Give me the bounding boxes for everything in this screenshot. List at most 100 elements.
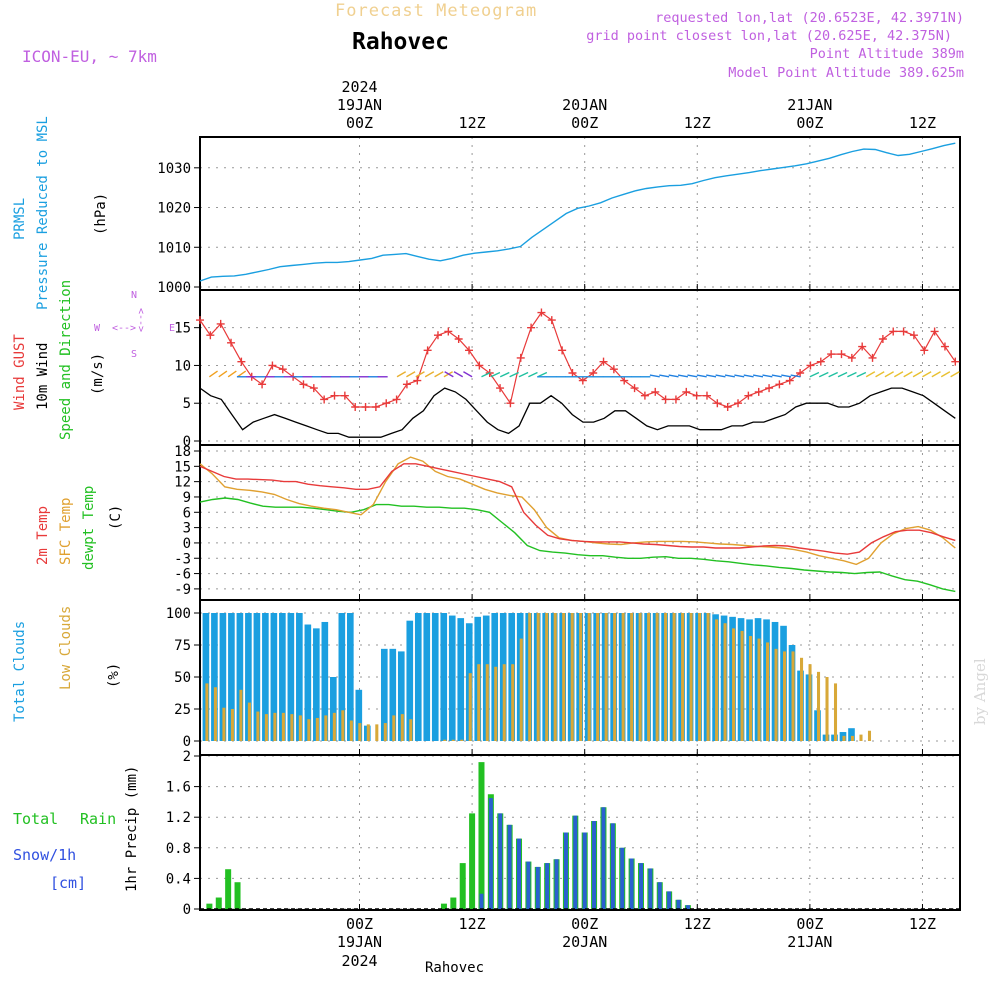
low-cloud-bar [655, 613, 659, 741]
compass-ew-arrow: <--> [112, 323, 136, 334]
gust-marker [713, 399, 722, 408]
wind-direction-arrow [208, 370, 218, 378]
gust-marker [258, 380, 267, 389]
y-tick-label: 1010 [157, 240, 191, 256]
total-cloud-bar [848, 728, 855, 741]
low-cloud-bar [392, 715, 396, 741]
low-cloud-bar [698, 613, 702, 741]
sfc-label: SFC Temp [58, 498, 74, 565]
snow-bar [507, 824, 512, 909]
x-tick-label-top: 19JAN [337, 96, 382, 114]
gust-marker [827, 350, 836, 359]
y-tick-label: 0 [183, 536, 191, 552]
wind-direction-arrow [734, 374, 745, 378]
y-tick-label: 0.8 [166, 841, 191, 857]
y-tick-label: 100 [166, 606, 191, 622]
wind-direction-arrow [922, 371, 932, 378]
gust-marker [506, 399, 515, 408]
low-cloud-bar [528, 613, 532, 741]
snow-bar [620, 847, 625, 909]
rain-bar [450, 897, 457, 909]
total-cloud-bar [423, 613, 431, 741]
pressure-label-1: PRMSL [12, 198, 28, 240]
snow-bar [601, 807, 606, 909]
wind-speed-dir-label: Speed and Direction [58, 280, 74, 440]
y-tick-label: 75 [174, 638, 191, 654]
snow-bar [563, 832, 568, 909]
gust-marker [899, 327, 908, 336]
wind-direction-arrow [752, 374, 764, 378]
temp-unit: (C) [108, 505, 124, 530]
wind-direction-arrow [396, 371, 407, 378]
low-cloud-bar [256, 711, 260, 741]
gust-marker [475, 361, 484, 370]
wind-direction-arrow [218, 370, 228, 378]
temp2m-line [199, 463, 956, 555]
gust-marker [744, 391, 753, 400]
wind-direction-arrow [715, 374, 726, 378]
gust-marker [309, 384, 318, 393]
low-cloud-bar [315, 717, 319, 741]
wind-direction-arrow [790, 374, 801, 378]
total-cloud-bar [262, 613, 269, 741]
low-cloud-bar [604, 613, 608, 741]
snow-bar [479, 893, 484, 909]
wind-direction-arrow [940, 371, 951, 378]
low-cloud-bar [366, 724, 370, 741]
gust-marker [433, 331, 442, 340]
x-tick-label-bottom: 12Z [684, 915, 711, 933]
y-tick-label: 15 [174, 321, 191, 337]
gust-marker [496, 384, 505, 393]
wind-label: 10m Wind [35, 343, 51, 410]
rain-bar [440, 903, 447, 909]
gust-label: Wind GUST [12, 334, 28, 410]
total-cloud-bar [219, 613, 227, 741]
wind-direction-arrow [453, 371, 464, 378]
total-cloud-bar [414, 613, 422, 741]
panel-frame [199, 136, 961, 291]
gust-marker [651, 387, 660, 396]
low-cloud-bar [375, 724, 379, 741]
wind-direction-arrow [865, 371, 876, 378]
x-tick-label-bottom: 00Z [571, 915, 598, 933]
wind-direction-arrow [649, 374, 660, 378]
compass-w: W [94, 323, 101, 334]
gust-line [199, 311, 956, 408]
y-tick-label: 15 [174, 459, 191, 475]
total-cloud-bar [338, 613, 346, 741]
gust-marker [775, 380, 784, 389]
low-cloud-bar [468, 673, 472, 741]
panel-pressure: 1000 1010 1020 1030 [157, 136, 961, 296]
snow-bar [685, 905, 690, 909]
wind-direction-arrow [687, 374, 698, 378]
low-cloud-bar [307, 719, 311, 741]
rain-bar [206, 903, 213, 909]
wind-direction-arrow [903, 371, 913, 378]
snow-bar [657, 882, 662, 909]
gust-marker [754, 387, 763, 396]
wind-direction-arrow [668, 374, 679, 378]
gust-marker [402, 380, 411, 389]
low-cloud-bar [298, 715, 302, 741]
gust-marker [558, 346, 567, 355]
gust-marker [216, 319, 225, 328]
wind-direction-arrow [931, 371, 941, 378]
y-tick-label: 10 [174, 358, 191, 374]
low-cloud-bar [553, 613, 557, 741]
wind-direction-arrow [434, 371, 444, 378]
wind-direction-arrow [912, 371, 923, 378]
y-tick-label: 1.2 [166, 810, 191, 826]
total-cloud-bar [202, 613, 210, 741]
y-tick-label: 1030 [157, 161, 191, 177]
total-cloud-bar [304, 624, 312, 741]
wind-direction-arrow [481, 371, 491, 378]
low-cloud-bar [596, 613, 600, 741]
wind-direction-arrow [875, 371, 885, 378]
low-cloud-bar [587, 613, 591, 741]
low-cloud-bar [723, 623, 727, 741]
wind-direction-arrow [771, 374, 782, 378]
gust-marker [692, 391, 701, 400]
low-cloud-bar [783, 651, 787, 741]
rain-bar [459, 863, 466, 909]
